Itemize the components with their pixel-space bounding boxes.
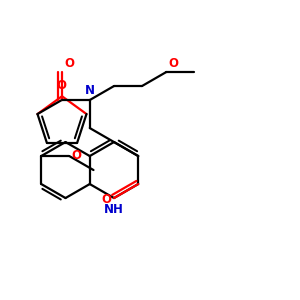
Text: NH: NH bbox=[104, 203, 124, 216]
Text: O: O bbox=[71, 148, 81, 161]
Text: O: O bbox=[101, 193, 111, 206]
Text: O: O bbox=[65, 57, 75, 70]
Text: O: O bbox=[56, 79, 66, 92]
Text: N: N bbox=[85, 84, 95, 97]
Text: O: O bbox=[168, 57, 178, 70]
